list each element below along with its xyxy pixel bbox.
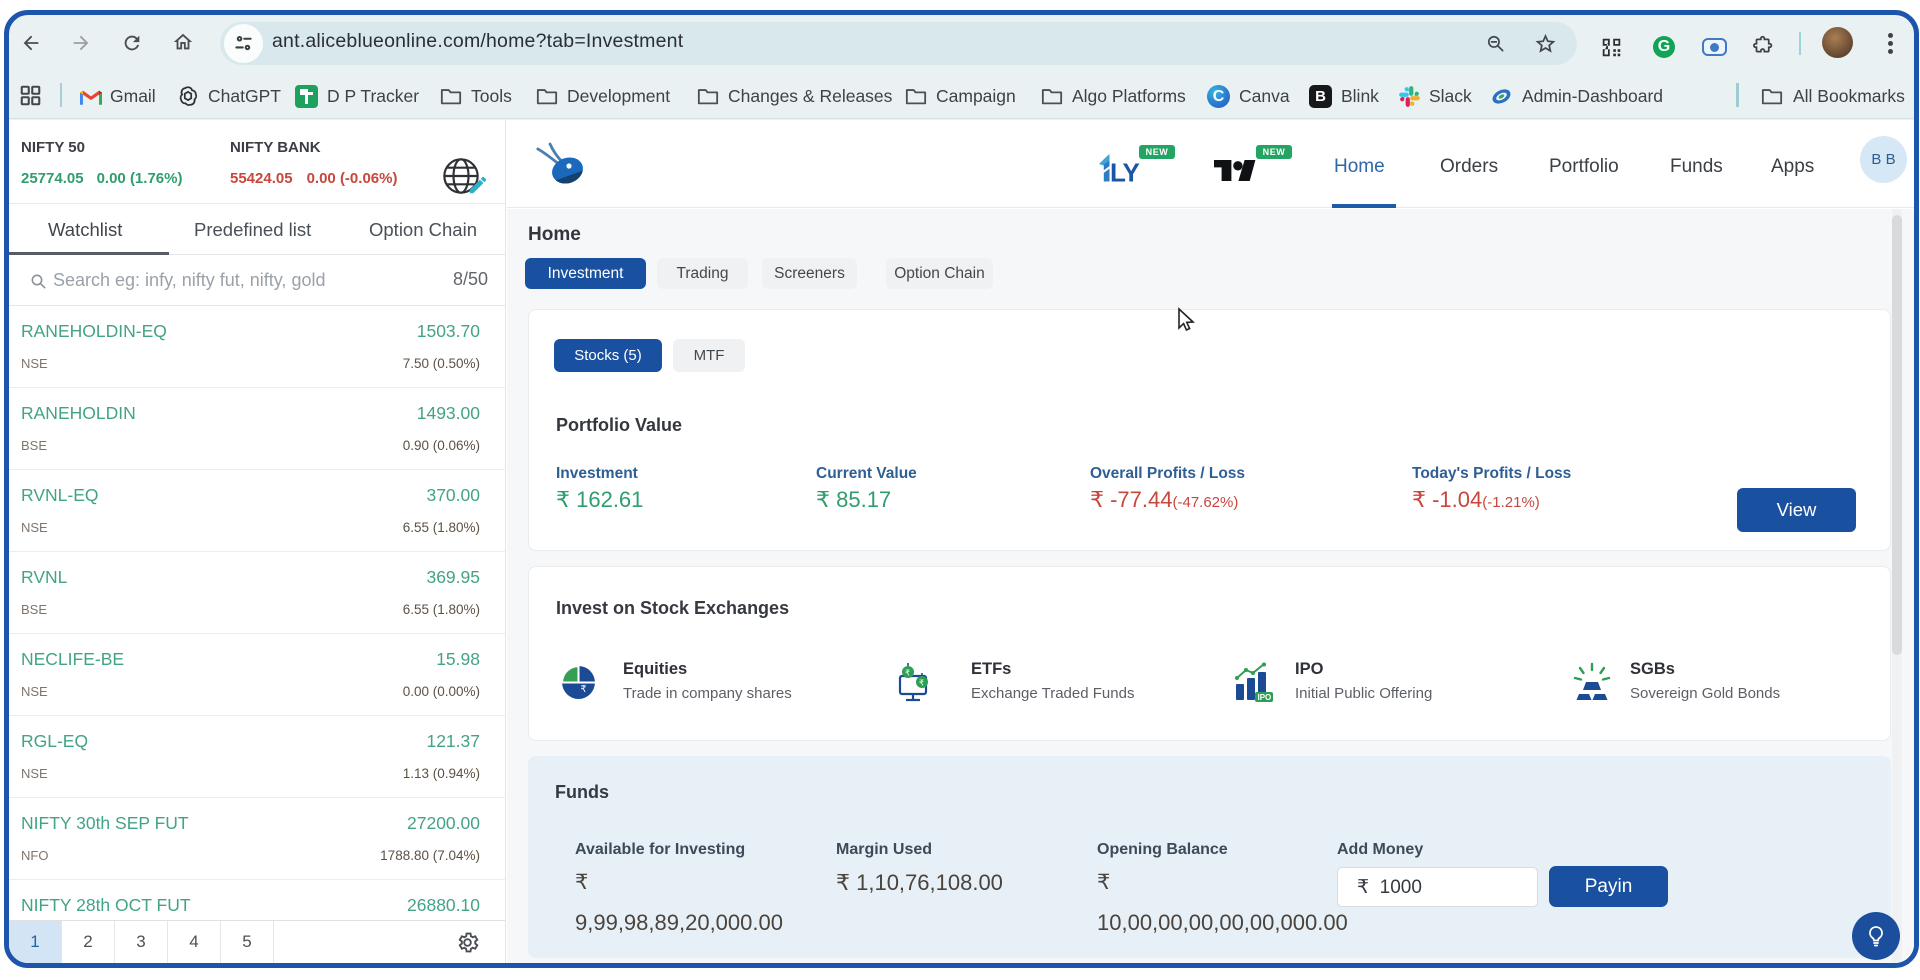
svg-text:₹: ₹ [919, 679, 924, 688]
svg-text:₹: ₹ [581, 684, 587, 694]
svg-text:LY: LY [1110, 158, 1139, 185]
svg-text:₹: ₹ [905, 669, 910, 678]
svg-text:IPO: IPO [1258, 693, 1272, 702]
